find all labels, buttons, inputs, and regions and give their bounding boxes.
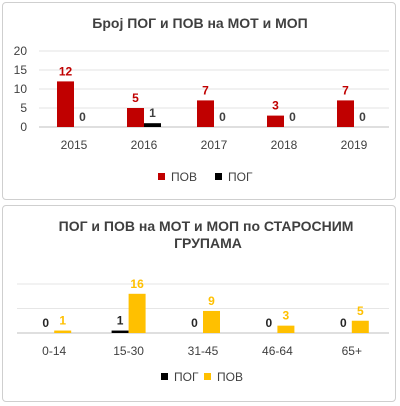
y-tick-label: 0 xyxy=(20,120,27,134)
bar-15-30-ПОВ xyxy=(128,293,146,333)
data-label: 3 xyxy=(283,309,290,323)
x-tick-label: 2019 xyxy=(341,138,368,152)
data-label: 7 xyxy=(202,83,209,97)
bar-65+-ПОВ xyxy=(351,320,369,333)
legend-swatch xyxy=(161,373,168,380)
data-label: 5 xyxy=(132,91,139,105)
legend-swatch xyxy=(204,373,211,380)
legend-label: ПОГ xyxy=(174,370,199,384)
x-tick-label: 15-30 xyxy=(113,344,144,358)
data-label: 1 xyxy=(117,314,124,328)
chart-title-line-1: ПОГ и ПОВ на МОТ и МОП по СТАРОСНИМ xyxy=(59,218,354,234)
legend-swatch xyxy=(215,173,222,180)
x-tick-label: 0-14 xyxy=(42,344,66,358)
data-label: 3 xyxy=(272,99,279,113)
legend-label: ПОГ xyxy=(228,170,253,184)
bars xyxy=(57,81,354,127)
gridlines xyxy=(39,50,389,128)
y-tick-label: 20 xyxy=(14,44,28,58)
legend-swatch xyxy=(158,173,165,180)
x-axis-ticks: 0-14 15-30 31-45 46-64 65+ xyxy=(42,344,362,358)
y-tick-label: 5 xyxy=(20,101,27,115)
bar-0-14-ПОВ xyxy=(54,330,72,333)
x-axis-ticks: 2015 2016 2017 2018 2019 xyxy=(61,138,368,152)
bar-2015-ПОВ xyxy=(57,81,74,127)
y-tick-label: 10 xyxy=(14,82,28,96)
bar-2017-ПОВ xyxy=(197,100,214,127)
data-label: 0 xyxy=(340,316,347,330)
legend-label: ПОВ xyxy=(171,170,197,184)
bar-2016-ПОВ xyxy=(127,108,144,127)
legend-label: ПОВ xyxy=(217,370,243,384)
data-label: 0 xyxy=(219,110,226,124)
data-label: 7 xyxy=(342,83,349,97)
data-label: 0 xyxy=(42,316,49,330)
x-tick-label: 2018 xyxy=(271,138,298,152)
x-tick-label: 2015 xyxy=(61,138,88,152)
bar-31-45-ПОВ xyxy=(203,310,220,333)
y-axis-ticks: 0 5 10 15 20 xyxy=(14,44,28,134)
y-tick-label: 15 xyxy=(14,63,28,77)
chart-panel-by-age: ПОГ и ПОВ на МОТ и МОП по СТАРОСНИМ ГРУП… xyxy=(2,205,396,402)
x-tick-label: 2016 xyxy=(131,138,158,152)
x-tick-label: 31-45 xyxy=(188,344,219,358)
chart-title: Број ПОГ и ПОВ на МОТ и МОП xyxy=(92,15,307,31)
bar-46-64-ПОВ xyxy=(277,325,295,333)
bars xyxy=(54,293,369,333)
data-label: 0 xyxy=(359,110,366,124)
chart-title: ПОГ и ПОВ на МОТ и МОП по СТАРОСНИМ ГРУП… xyxy=(59,218,358,251)
bar-2016-ПОГ xyxy=(144,123,161,127)
x-tick-label: 46-64 xyxy=(262,344,293,358)
bar-15-30-ПОГ xyxy=(111,330,129,333)
bar-2018-ПОВ xyxy=(267,115,284,127)
chart-title-line-2: ГРУПАМА xyxy=(174,235,242,251)
x-tick-label: 65+ xyxy=(342,344,362,358)
data-label: 9 xyxy=(208,294,215,308)
data-label: 1 xyxy=(149,106,156,120)
chart-panel-by-year: Број ПОГ и ПОВ на МОТ и МОП 0 5 10 15 20 12 0… xyxy=(2,2,396,200)
data-label: 12 xyxy=(59,64,73,78)
data-label: 16 xyxy=(130,277,144,291)
data-label: 0 xyxy=(79,110,86,124)
legend: ПОВ ПОГ xyxy=(158,170,253,184)
data-label: 1 xyxy=(59,314,66,328)
x-tick-label: 2017 xyxy=(201,138,228,152)
data-label: 5 xyxy=(357,304,364,318)
data-label: 0 xyxy=(191,316,198,330)
chart-by-age: ПОГ и ПОВ на МОТ и МОП по СТАРОСНИМ ГРУП… xyxy=(17,218,389,384)
data-label: 0 xyxy=(289,110,296,124)
legend: ПОГ ПОВ xyxy=(161,370,243,384)
data-label: 0 xyxy=(266,316,273,330)
bar-2019-ПОВ xyxy=(337,100,354,127)
